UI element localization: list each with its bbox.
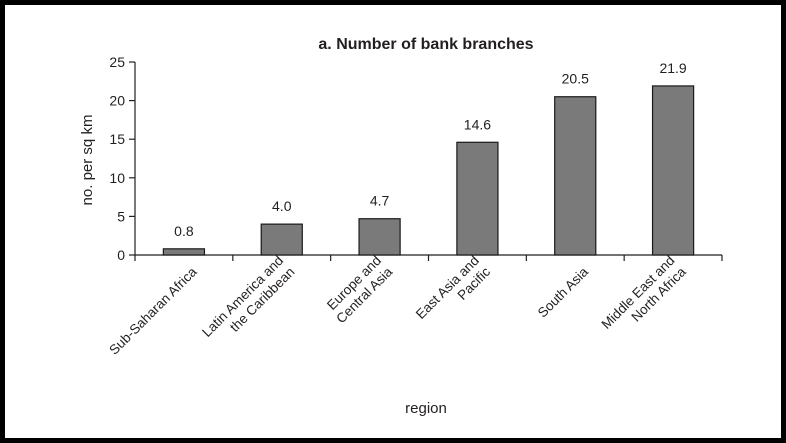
bar — [456, 141, 499, 256]
data-label: 20.5 — [562, 71, 589, 87]
y-tick-label: 15 — [109, 131, 125, 147]
value-labels: 0.8 4.0 4.7 14.6 20.5 21.9 — [174, 60, 687, 239]
y-axis: 0 5 10 15 20 25 — [109, 54, 136, 263]
data-label: 21.9 — [659, 60, 686, 76]
data-label: 4.7 — [370, 193, 390, 209]
x-axis-label: region — [405, 400, 447, 417]
y-tick-label: 5 — [117, 208, 125, 224]
y-axis-label: no. per sq km — [79, 115, 96, 206]
bar — [162, 248, 206, 256]
data-label: 0.8 — [174, 223, 194, 239]
x-axis — [134, 254, 723, 261]
chart-title: a. Number of bank branches — [318, 36, 533, 53]
bars — [162, 85, 695, 256]
bar — [651, 85, 695, 256]
category-label: Middle East andNorth Africa — [598, 253, 689, 344]
category-label: Latin America andthe Caribbean — [199, 253, 297, 351]
data-label: 4.0 — [272, 198, 292, 214]
category-label: Sub-Saharan Africa — [106, 264, 200, 358]
bar — [260, 223, 303, 256]
y-tick-label: 25 — [109, 54, 125, 70]
category-label: East Asia andPacific — [413, 253, 493, 333]
category-labels: Sub-Saharan Africa Latin America andthe C… — [106, 253, 689, 358]
bar — [554, 96, 597, 256]
category-label: South Asia — [535, 264, 592, 321]
y-tick-label: 0 — [117, 247, 125, 263]
category-label: Europe andCentral Asia — [322, 253, 396, 327]
y-tick-label: 20 — [109, 93, 125, 109]
y-tick-label: 10 — [109, 170, 125, 186]
data-label: 14.6 — [464, 116, 491, 132]
bar — [358, 218, 401, 256]
